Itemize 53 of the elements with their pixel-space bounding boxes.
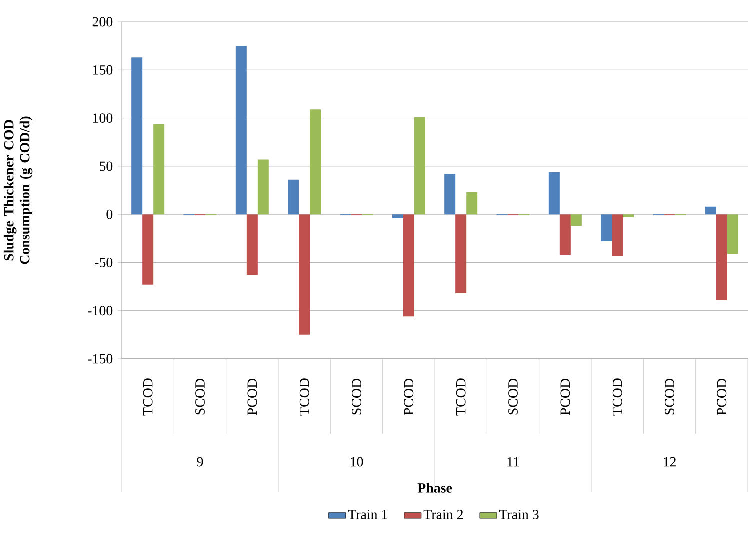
y-axis-title: Sludge Thickener COD Consumption (g COD/d) <box>4 116 33 264</box>
bar <box>142 214 154 285</box>
legend-label: Train 3 <box>499 510 539 520</box>
bar <box>246 214 258 276</box>
bar <box>403 214 414 317</box>
bar <box>236 46 247 215</box>
y-tick-label: 0 <box>106 210 113 220</box>
bar <box>310 110 322 215</box>
x-tick-label: TCOD <box>300 378 310 416</box>
x-tick-label: TCOD <box>456 378 466 416</box>
bar <box>570 214 582 226</box>
x-tick-label: TCOD <box>612 378 622 416</box>
bar <box>716 214 728 300</box>
bar <box>258 160 269 215</box>
bar <box>548 172 560 215</box>
legend-label: Train 2 <box>424 510 464 520</box>
text: 11 <box>508 457 520 467</box>
x-tick-label: PCOD <box>404 378 414 416</box>
x-tick-label: TCOD <box>143 378 153 416</box>
y-tick-label: 200 <box>92 17 113 27</box>
x-tick-label: SCOD <box>352 378 362 415</box>
x-tick-label: SCOD <box>508 378 518 415</box>
text: 9 <box>197 457 204 467</box>
text: 10 <box>351 457 364 467</box>
bar <box>154 124 165 215</box>
bar <box>392 214 404 218</box>
y-tick-label: -50 <box>95 258 113 268</box>
bar <box>601 214 612 242</box>
text: 12 <box>664 457 676 467</box>
bar <box>623 214 634 218</box>
x-tick-label: PCOD <box>248 378 258 416</box>
x-tick-label: SCOD <box>665 378 674 415</box>
x-axis-title: Phase <box>418 483 452 493</box>
x-tick-label: PCOD <box>560 378 570 416</box>
bar <box>288 180 300 215</box>
bar <box>299 214 310 335</box>
bar <box>456 214 467 294</box>
y-tick-label: -100 <box>88 306 113 316</box>
bar <box>414 117 426 215</box>
y-tick-label: 50 <box>100 162 113 172</box>
bar <box>132 58 143 215</box>
x-tick-label: PCOD <box>717 378 727 416</box>
bar <box>727 214 738 254</box>
legend-label: Train 1 <box>348 510 388 520</box>
bar <box>612 214 624 256</box>
y-tick-label: 100 <box>93 114 113 123</box>
y-tick-label: -150 <box>88 354 113 364</box>
y-tick-label: 150 <box>93 65 113 75</box>
bar <box>705 206 716 215</box>
bar <box>466 192 478 215</box>
bar <box>560 214 571 256</box>
bar <box>444 174 456 215</box>
x-tick-label: SCOD <box>196 378 205 415</box>
